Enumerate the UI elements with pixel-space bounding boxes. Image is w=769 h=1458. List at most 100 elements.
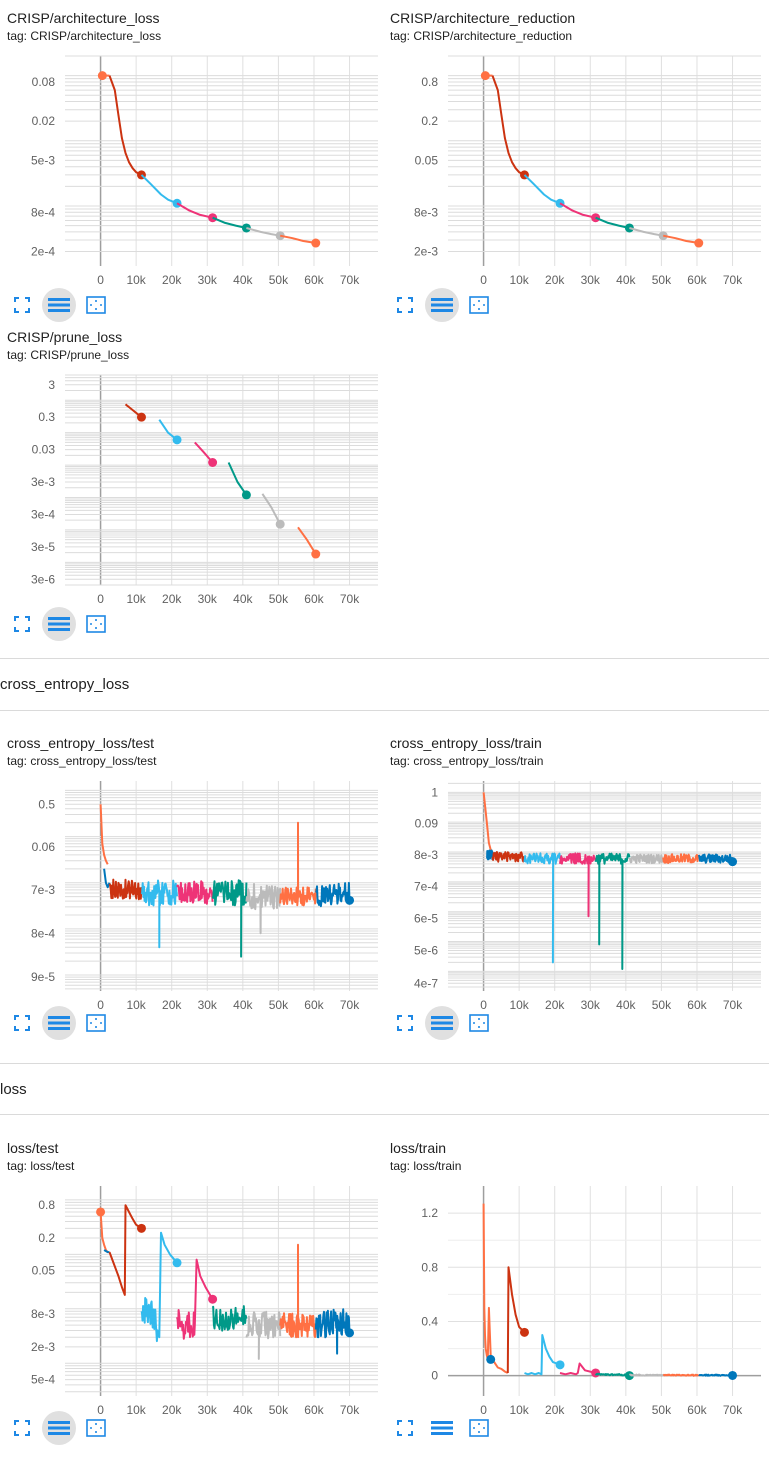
section-title-loss[interactable]: loss: [0, 1081, 27, 1098]
fit-domain-icon[interactable]: [469, 1418, 489, 1438]
y-tick-label: 3e-4: [31, 507, 55, 521]
fit-domain-icon[interactable]: [86, 614, 106, 634]
series-end-point: [172, 1258, 182, 1268]
chart-card-loss-train: loss/train tag: loss/train 0 10k 20k 30k 40k…: [383, 1138, 761, 1448]
series-line: [523, 852, 561, 964]
chart-plot[interactable]: 0 10k 20k 30k 40k 50k 60k 70k 3 0.3 0.03 3e-3 3e-4 3e…: [0, 327, 378, 606]
log-scale-toggle-icon[interactable]: [425, 1006, 459, 1040]
expand-icon[interactable]: [12, 614, 32, 634]
fit-domain-icon[interactable]: [469, 1013, 489, 1033]
log-scale-toggle-icon[interactable]: [42, 607, 76, 641]
chart-grid: [448, 55, 761, 266]
series-start-point: [480, 71, 490, 81]
log-scale-toggle-icon[interactable]: [42, 1411, 76, 1445]
chart-plot[interactable]: 0 10k 20k 30k 40k 50k 60k 70k 1 0.09 8e-3 7e-4 6e-5 5…: [383, 733, 761, 1012]
chart-tag: tag: cross_entropy_loss/train: [390, 754, 544, 768]
expand-icon[interactable]: [12, 1418, 32, 1438]
x-tick-label: 20k: [162, 592, 182, 606]
chart-plot[interactable]: 0 10k 20k 30k 40k 50k 60k 70k 0.8 0.2 0.05 8e-3 2e-3: [383, 8, 761, 287]
section-divider: [0, 710, 769, 711]
series-line: [523, 174, 561, 205]
expand-icon[interactable]: [12, 1013, 32, 1033]
log-scale-toggle-icon[interactable]: [42, 1006, 76, 1040]
y-tick-label: 0.08: [32, 75, 56, 89]
x-tick-label: 10k: [126, 998, 146, 1012]
series-line: [559, 852, 597, 918]
x-tick-label: 0: [480, 1403, 487, 1417]
series-line: [559, 1362, 596, 1376]
series-end-point: [241, 490, 251, 500]
chart-title: CRISP/prune_loss: [7, 329, 123, 345]
expand-icon[interactable]: [12, 295, 32, 315]
y-tick-label: 2e-3: [31, 1340, 55, 1354]
chart-plot[interactable]: 0 10k 20k 30k 40k 50k 60k 70k 0.08 0.02 5e-3 8e-4 2e…: [0, 8, 378, 287]
x-tick-label: 20k: [545, 1403, 565, 1417]
chart-grid: [65, 1186, 378, 1396]
chart-title: CRISP/architecture_loss: [7, 10, 160, 26]
y-tick-label: 1: [431, 785, 438, 799]
fit-domain-icon[interactable]: [86, 1013, 106, 1033]
series-end-point: [728, 1370, 738, 1380]
x-tick-label: 50k: [269, 273, 289, 287]
series-end-point: [136, 1223, 146, 1233]
chart-toolbar: [12, 288, 106, 322]
x-tick-label: 60k: [687, 998, 707, 1012]
x-tick-label: 0: [97, 1403, 104, 1417]
fit-domain-icon[interactable]: [469, 295, 489, 315]
x-tick-label: 40k: [616, 998, 636, 1012]
series-line: [103, 868, 111, 889]
chart-tag: tag: CRISP/prune_loss: [7, 348, 130, 362]
series-line: [662, 853, 700, 864]
x-tick-label: 70k: [723, 998, 743, 1012]
expand-icon[interactable]: [395, 1418, 415, 1438]
x-tick-label: 40k: [233, 273, 253, 287]
x-tick-label: 10k: [126, 1403, 146, 1417]
series-line: [227, 462, 248, 496]
chart-plot[interactable]: 0 10k 20k 30k 40k 50k 60k 70k 1.2 0.8 0.4 0: [383, 1138, 761, 1417]
fit-domain-icon[interactable]: [86, 1418, 106, 1438]
x-tick-label: 30k: [581, 273, 601, 287]
series-line: [194, 441, 214, 464]
y-tick-label: 2e-3: [414, 245, 438, 259]
fit-domain-icon[interactable]: [86, 295, 106, 315]
series-line: [176, 1258, 214, 1340]
chart-card-architecture-reduction: CRISP/architecture_reduction tag: CRISP/…: [383, 8, 761, 322]
x-tick-label: 10k: [126, 592, 146, 606]
y-tick-label: 3: [48, 378, 55, 392]
x-tick-label: 70k: [340, 998, 360, 1012]
series-line: [246, 227, 281, 237]
expand-icon[interactable]: [395, 1013, 415, 1033]
x-tick-label: 0: [480, 998, 487, 1012]
series-line: [279, 821, 317, 907]
series-line: [486, 849, 494, 861]
section-title-cross-entropy-loss[interactable]: cross_entropy_loss: [0, 676, 130, 693]
series-line: [697, 853, 734, 864]
series-end-point: [275, 519, 285, 529]
x-tick-label: 50k: [269, 592, 289, 606]
log-scale-toggle-icon[interactable]: [42, 288, 76, 322]
x-tick-label: 50k: [652, 1403, 672, 1417]
log-scale-toggle-icon[interactable]: [425, 288, 459, 322]
series-end-point: [275, 231, 285, 241]
series-line: [280, 234, 316, 244]
series-end-point: [694, 238, 704, 248]
x-tick-label: 60k: [304, 592, 324, 606]
x-tick-label: 10k: [126, 273, 146, 287]
y-tick-label: 0.8: [421, 75, 438, 89]
log-scale-toggle-icon[interactable]: [425, 1411, 459, 1445]
series-line: [314, 1308, 351, 1355]
series-line: [595, 216, 630, 229]
chart-plot[interactable]: 0 10k 20k 30k 40k 50k 60k 70k 0.8 0.2 0.05 8e-3 2e-3…: [0, 1138, 378, 1417]
chart-plot[interactable]: 0 10k 20k 30k 40k 50k 60k 70k 0.5 0.06 7e-3 8e-4 9e-…: [0, 733, 378, 1012]
chart-card-architecture-loss: CRISP/architecture_loss tag: CRISP/archi…: [0, 8, 378, 322]
series-end-point: [241, 223, 251, 233]
series-line: [559, 202, 596, 219]
y-tick-label: 3e-6: [31, 572, 55, 586]
chart-toolbar: [395, 288, 489, 322]
chart-tag: tag: CRISP/architecture_loss: [7, 29, 162, 43]
series-line: [140, 879, 178, 949]
y-tick-label: 7e-3: [31, 883, 55, 897]
expand-icon[interactable]: [395, 295, 415, 315]
section-divider: [0, 1063, 769, 1064]
x-tick-label: 40k: [616, 273, 636, 287]
